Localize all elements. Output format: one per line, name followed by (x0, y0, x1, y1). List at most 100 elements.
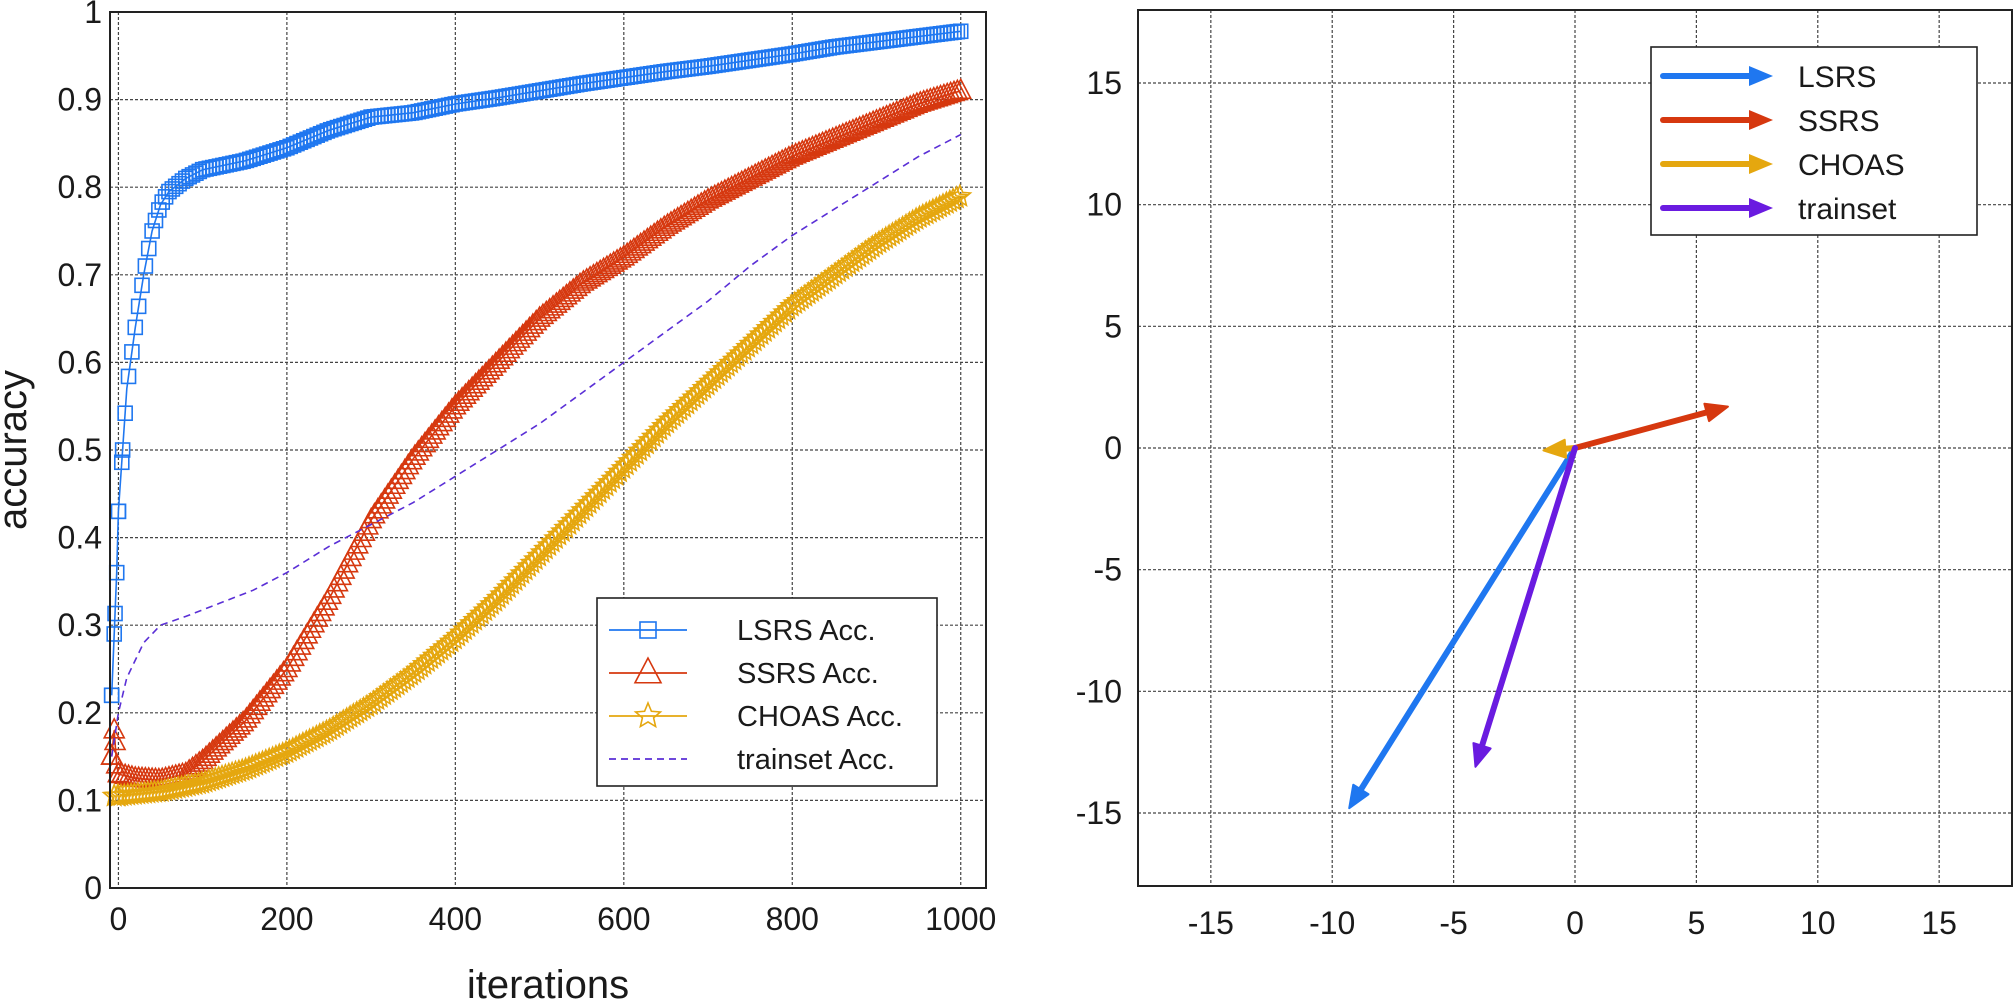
square-marker (952, 23, 969, 40)
triangle-marker (905, 91, 929, 113)
triangle-marker (265, 668, 289, 690)
y-tick-label: 0.2 (58, 695, 102, 731)
y-axis-title: accuracy (0, 370, 35, 530)
star-marker (633, 700, 663, 729)
series-ssrs-acc (100, 77, 973, 789)
triangle-marker (342, 538, 366, 560)
square-marker (130, 298, 147, 315)
triangle-marker (319, 582, 343, 605)
square-marker (114, 442, 131, 458)
star-marker (158, 776, 185, 801)
triangle-marker (346, 532, 369, 554)
triangle-marker (460, 375, 484, 397)
y-tick-label: 0.1 (58, 782, 102, 818)
arrow-lsrs (1348, 445, 1578, 810)
legend-arrow-head (1749, 110, 1773, 130)
triangle-marker (336, 551, 359, 573)
triangle-marker (558, 280, 582, 302)
star-marker (165, 774, 191, 799)
triangle-marker (315, 588, 339, 611)
legend-label: CHOAS (1798, 149, 1905, 182)
triangle-marker (255, 681, 278, 703)
triangle-marker (484, 350, 508, 373)
y-tick-label: 0 (84, 870, 102, 906)
vector-chart: -15 -10 -5 0 5 10 15 -15 -10 -5 0 5 10 15 LSRS SSRS CHO… (1076, 9, 2013, 941)
y-tick-label: -5 (1094, 552, 1122, 588)
triangle-marker (595, 254, 619, 277)
triangle-marker (444, 392, 467, 415)
square-marker (134, 277, 150, 294)
triangle-marker (231, 709, 255, 732)
x-tick-label: 0 (110, 901, 128, 937)
arrow-shaft (1572, 409, 1710, 451)
x-tick-label: 5 (1687, 905, 1705, 941)
legend-label: SSRS Acc. (737, 658, 879, 690)
legend-arrow-head (1749, 154, 1773, 174)
star-marker (169, 774, 195, 798)
triangle-marker (592, 256, 615, 279)
triangle-marker (107, 760, 130, 783)
triangle-marker (241, 697, 265, 720)
triangle-marker (925, 84, 949, 107)
y-tick-label: 10 (1086, 187, 1122, 223)
y-tick-label: 0.6 (58, 344, 102, 380)
triangle-marker (332, 557, 356, 579)
square-marker (103, 687, 120, 704)
accuracy-tick-labels: 0 200 400 600 800 1000 0 0.1 0.2 0.3 0.4 0.5 0.6 0.7 0… (58, 0, 997, 937)
legend-label: LSRS Acc. (737, 615, 876, 647)
triangle-marker (403, 443, 427, 465)
legend-item: LSRS (1660, 61, 1876, 94)
triangle-marker (545, 291, 568, 313)
series-lsrs-acc (103, 23, 969, 704)
legend-item: SSRS (1660, 105, 1880, 138)
triangle-marker (551, 285, 575, 308)
triangle-marker (659, 210, 683, 232)
triangle-marker (669, 203, 693, 226)
triangle-marker (410, 435, 433, 457)
triangle-marker (534, 299, 558, 322)
star-marker (179, 772, 205, 796)
triangle-marker (633, 656, 663, 684)
star-marker (148, 778, 174, 803)
star-marker (172, 773, 198, 798)
triangle-marker (457, 378, 481, 401)
square-marker (113, 454, 130, 471)
x-tick-label: -5 (1439, 905, 1467, 941)
triangle-marker (578, 265, 602, 287)
arrow-shaft (1357, 445, 1578, 793)
arrow-head (1542, 438, 1568, 459)
square-marker (147, 212, 164, 229)
star-marker (175, 772, 201, 797)
triangle-marker (474, 361, 497, 383)
legend-label: trainset Acc. (737, 744, 895, 776)
triangle-marker (673, 201, 696, 224)
legend-label: CHOAS Acc. (737, 701, 903, 733)
triangle-marker (437, 401, 460, 423)
triangle-marker (417, 426, 440, 449)
legend-label: LSRS (1798, 61, 1876, 94)
triangle-marker (494, 340, 518, 362)
arrow-head (1703, 402, 1729, 423)
triangle-marker (511, 322, 535, 345)
triangle-marker (228, 713, 252, 735)
y-tick-label: 1 (84, 0, 102, 30)
triangle-marker (575, 267, 599, 289)
legend-item: LSRS Acc. (609, 615, 876, 647)
arrow-ssrs (1572, 402, 1729, 451)
arrow-shaft (1479, 445, 1578, 749)
square-marker (144, 223, 160, 239)
square-marker (110, 503, 127, 520)
star-marker (155, 777, 181, 801)
triangle-marker (949, 77, 973, 100)
legend-item: CHOAS (1660, 149, 1905, 182)
triangle-marker (683, 195, 706, 218)
legend-arrow-head (1749, 198, 1773, 218)
vector-legend: LSRS SSRS CHOAS trainset (1650, 46, 1978, 236)
triangle-marker (464, 371, 487, 394)
y-tick-label: 15 (1086, 65, 1122, 101)
legend-label: SSRS (1798, 105, 1880, 138)
triangle-marker (946, 78, 969, 101)
triangle-marker (427, 414, 450, 436)
legend-item: CHOAS Acc. (609, 700, 903, 733)
